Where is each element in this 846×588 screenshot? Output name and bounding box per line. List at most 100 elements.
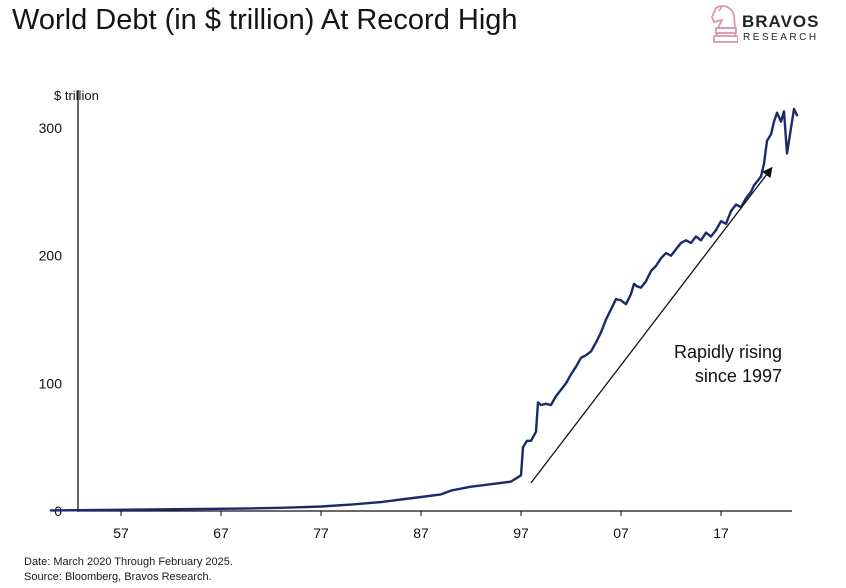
data-point xyxy=(735,204,737,206)
data-point xyxy=(470,486,472,488)
data-point xyxy=(783,111,785,113)
data-point xyxy=(540,404,542,406)
data-point xyxy=(680,242,682,244)
annotation-text: Rapidly rising xyxy=(674,342,782,362)
y-axis-label: $ trillion xyxy=(54,88,99,103)
x-tick-label: 87 xyxy=(413,525,429,541)
data-point xyxy=(780,121,782,123)
data-point xyxy=(620,299,622,301)
data-point xyxy=(766,140,768,142)
logo-wordmark: BRAVOS xyxy=(742,12,820,31)
x-tick-label: 77 xyxy=(313,525,329,541)
data-point xyxy=(320,506,322,508)
data-point xyxy=(526,440,528,442)
data-point xyxy=(763,163,765,165)
data-point xyxy=(773,121,775,123)
data-point xyxy=(756,181,758,183)
source-footnote: Source: Bloomberg, Bravos Research. xyxy=(24,571,212,583)
data-point xyxy=(625,303,627,305)
data-point xyxy=(715,229,717,231)
data-point xyxy=(636,285,638,287)
data-point xyxy=(750,191,752,193)
data-point xyxy=(600,331,602,333)
data-point xyxy=(776,112,778,114)
x-tick-label: 57 xyxy=(113,525,129,541)
data-point xyxy=(150,509,152,511)
data-point xyxy=(420,496,422,498)
data-point xyxy=(725,223,727,225)
data-point xyxy=(615,298,617,300)
data-point xyxy=(790,127,792,129)
x-tick-label: 97 xyxy=(513,525,529,541)
data-point xyxy=(675,248,677,250)
data-point xyxy=(670,255,672,257)
data-point xyxy=(710,236,712,238)
data-point xyxy=(585,354,587,356)
data-point xyxy=(580,357,582,359)
data-point xyxy=(535,431,537,433)
annotation-text: since 1997 xyxy=(695,366,782,386)
data-point xyxy=(650,270,652,272)
knight-logo-icon xyxy=(711,5,738,43)
data-point xyxy=(633,283,635,285)
data-point xyxy=(350,504,352,506)
data-point xyxy=(440,494,442,496)
x-tick-label: 17 xyxy=(713,525,729,541)
data-point xyxy=(575,366,577,368)
data-point xyxy=(753,185,755,187)
data-point xyxy=(490,483,492,485)
data-point xyxy=(695,236,697,238)
data-point xyxy=(100,509,102,511)
trend-arrow xyxy=(530,166,773,484)
data-point xyxy=(770,133,772,135)
data-point xyxy=(250,508,252,510)
data-point xyxy=(690,242,692,244)
data-point xyxy=(280,507,282,509)
data-point xyxy=(610,308,612,310)
data-point xyxy=(700,239,702,241)
data-point xyxy=(760,176,762,178)
data-point xyxy=(645,280,647,282)
data-point xyxy=(537,402,539,404)
data-point xyxy=(560,389,562,391)
data-point xyxy=(522,446,524,448)
data-point xyxy=(520,474,522,476)
data-point xyxy=(640,287,642,289)
data-point xyxy=(550,404,552,406)
data-point xyxy=(200,508,202,510)
data-point xyxy=(555,395,557,397)
data-point xyxy=(665,252,667,254)
data-point xyxy=(565,382,567,384)
data-point xyxy=(590,351,592,353)
y-tick-label: 300 xyxy=(39,120,63,136)
data-point xyxy=(655,265,657,267)
data-point xyxy=(605,319,607,321)
data-point xyxy=(300,506,302,508)
chart-title: World Debt (in $ trillion) At Record Hig… xyxy=(12,4,518,36)
x-tick-label: 67 xyxy=(213,525,229,541)
data-point xyxy=(595,342,597,344)
data-point xyxy=(400,499,402,501)
data-point xyxy=(510,481,512,483)
data-point xyxy=(720,220,722,222)
data-point xyxy=(630,293,632,295)
data-point xyxy=(570,373,572,375)
data-point xyxy=(530,440,532,442)
data-point xyxy=(50,509,52,511)
data-point xyxy=(450,490,452,492)
y-tick-label: 100 xyxy=(39,375,63,391)
data-point xyxy=(545,403,547,405)
data-point xyxy=(705,232,707,234)
bravos-logo: BRAVOS RESEARCH xyxy=(706,2,841,54)
date-footnote: Date: March 2020 Through February 2025. xyxy=(24,556,233,568)
data-point xyxy=(685,239,687,241)
data-point xyxy=(793,108,795,110)
debt-series-line xyxy=(49,107,799,512)
data-point xyxy=(730,210,732,212)
data-point xyxy=(660,257,662,259)
data-point xyxy=(786,153,788,155)
data-point xyxy=(796,114,798,116)
y-tick-label: 200 xyxy=(39,248,63,264)
logo-subtitle: RESEARCH xyxy=(743,32,819,43)
